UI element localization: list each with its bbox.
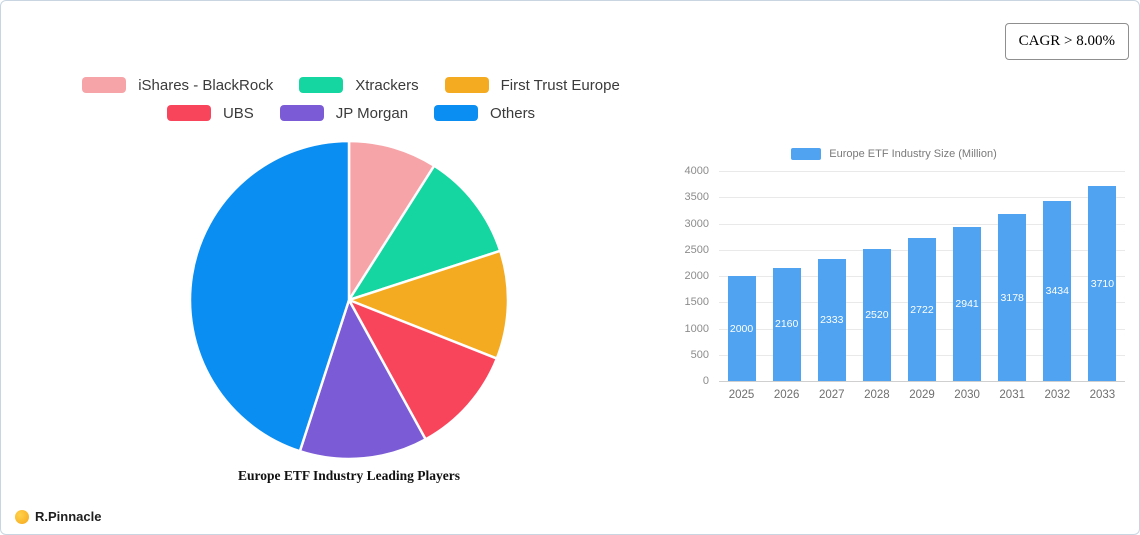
pie-legend-item-0[interactable]: iShares - BlackRock <box>82 77 273 94</box>
bar-column-2026: 2160 2026 <box>772 267 801 401</box>
pie-legend-item-1[interactable]: Xtrackers <box>299 76 419 94</box>
pie-slice-1[interactable] <box>347 164 502 302</box>
pie-legend-item-label: First Trust Europe <box>500 76 620 94</box>
bar-value-label: 3710 <box>1090 277 1115 290</box>
pie-legend-item-5[interactable]: Others <box>434 105 535 122</box>
pie-slice-3[interactable] <box>347 298 499 441</box>
pie-slice-5[interactable] <box>188 139 351 453</box>
x-axis-tick-label: 2029 <box>909 389 935 401</box>
pie-legend-swatch <box>444 77 489 93</box>
bar-column-2027: 2333 2027 <box>817 258 846 401</box>
bar-legend-swatch <box>791 148 822 160</box>
bar-column-2032: 3434 2032 <box>1043 200 1072 401</box>
bar-plot-area: 0 500 1000 1500 2000 2500 3000 3500 4000 2000 2025… <box>685 165 1125 401</box>
bar-2029[interactable]: 2722 <box>907 238 936 381</box>
brand-name: R.Pinnacle <box>35 509 102 524</box>
pie-slice-0[interactable] <box>347 139 436 302</box>
bar-columns: 2000 2025 2160 2026 2333 2027 2520 2028 2722 2029… <box>719 171 1125 401</box>
bar-value-label: 2941 <box>955 297 979 310</box>
bar-value-label: 2722 <box>910 303 934 316</box>
brand-icon <box>15 509 29 524</box>
y-axis-tick-label: 2000 <box>684 270 709 282</box>
x-axis-tick-label: 2026 <box>773 389 800 401</box>
pie-legend-swatch <box>279 105 324 121</box>
pie-legend-swatch <box>82 77 127 93</box>
gridline <box>719 381 1125 382</box>
bar-2028[interactable]: 2520 <box>862 248 891 381</box>
pie-legend-item-2[interactable]: First Trust Europe <box>444 76 620 94</box>
y-axis-tick-label: 3000 <box>684 217 709 230</box>
pie-slice-2[interactable] <box>347 249 510 360</box>
bar-column-2031: 3178 2031 <box>998 214 1027 401</box>
pie-legend-item-3[interactable]: UBS <box>166 104 254 122</box>
y-axis-tick-label: 4000 <box>684 165 709 177</box>
bar-column-2028: 2520 2028 <box>862 248 891 401</box>
gridline <box>719 197 1125 199</box>
pie-legend-item-label: Others <box>490 104 536 122</box>
pie-legend-row-1: iShares - BlackRock Xtrackers First Trust … <box>31 75 671 95</box>
y-axis-tick-label: 500 <box>690 348 709 361</box>
pie-legend-swatch <box>434 105 479 121</box>
x-axis-tick-label: 2028 <box>864 389 890 401</box>
pie-legend-swatch <box>299 77 344 93</box>
y-axis-tick-label: 0 <box>702 375 709 387</box>
bar-value-label: 2000 <box>729 322 754 335</box>
pie-legend-item-label: UBS <box>222 104 254 122</box>
pie-legend-item-4[interactable]: JP Morgan <box>279 104 409 122</box>
pie-legend-swatch <box>166 105 211 121</box>
bar-2033[interactable]: 3710 <box>1088 186 1117 381</box>
bar-value-label: 2160 <box>774 318 799 331</box>
bar-2032[interactable]: 3434 <box>1043 200 1072 381</box>
bar-column-2030: 2941 2030 <box>953 226 982 401</box>
pie-legend-row-2: UBS JP Morgan Others <box>31 103 671 123</box>
bar-value-label: 3178 <box>1000 291 1024 304</box>
pie-chart-title: Europe ETF Industry Leading Players <box>237 468 461 483</box>
bar-2026[interactable]: 2160 <box>772 267 801 381</box>
bar-value-label: 3434 <box>1045 284 1069 297</box>
bar-2030[interactable]: 2941 <box>953 226 982 381</box>
gridline <box>719 171 1125 172</box>
bar-value-label: 2520 <box>865 308 889 321</box>
bar-2025[interactable]: 2000 <box>727 276 756 381</box>
brand-logo: R.Pinnacle <box>15 509 101 524</box>
y-axis-tick-label: 2500 <box>684 243 709 256</box>
y-axis-tick-label: 3500 <box>684 191 709 204</box>
cagr-label: CAGR > 8.00% <box>1018 33 1115 49</box>
pie-chart <box>188 139 510 461</box>
x-axis-tick-label: 2032 <box>1044 389 1071 401</box>
x-axis-tick-label: 2027 <box>818 389 845 401</box>
bar-2027[interactable]: 2333 <box>817 258 846 381</box>
bar-legend-label: Europe ETF Industry Size (Million) <box>829 148 997 160</box>
bar-column-2033: 3710 2033 <box>1088 186 1117 401</box>
pie-legend: iShares - BlackRock Xtrackers First Trust … <box>31 75 671 123</box>
y-axis-tick-label: 1500 <box>684 296 709 309</box>
pie-legend-item-label: iShares - BlackRock <box>138 76 274 94</box>
bar-chart: Europe ETF Industry Size (Million) 0 500 1… <box>663 146 1125 401</box>
bar-legend-item[interactable]: Europe ETF Industry Size (Million) <box>663 146 1125 162</box>
x-axis-tick-label: 2031 <box>999 389 1025 401</box>
pie-slice-4[interactable] <box>298 298 427 461</box>
pie-legend-item-label: JP Morgan <box>335 104 409 122</box>
bar-column-2029: 2722 2029 <box>907 238 936 401</box>
bar-2031[interactable]: 3178 <box>998 214 1027 381</box>
x-axis-tick-label: 2030 <box>954 389 980 401</box>
bar-column-2025: 2000 2025 <box>727 276 756 401</box>
cagr-badge: CAGR > 8.00% <box>1004 23 1129 60</box>
x-axis-tick-label: 2033 <box>1089 389 1116 401</box>
bar-value-label: 2333 <box>820 313 844 326</box>
gridline <box>719 223 1125 225</box>
y-axis-tick-label: 1000 <box>684 322 709 335</box>
pie-legend-item-label: Xtrackers <box>355 76 419 94</box>
x-axis-tick-label: 2025 <box>728 389 755 401</box>
